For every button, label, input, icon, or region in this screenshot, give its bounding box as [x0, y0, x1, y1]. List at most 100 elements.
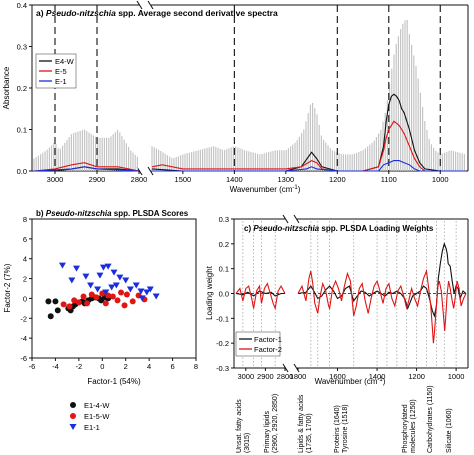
series-line-e-1: [33, 166, 140, 172]
x-tick-label: 2: [124, 362, 128, 371]
panel-a-series: [33, 93, 466, 172]
panel-a-y-ticks: 0.0 0.1 0.2 0.3 0.4: [17, 1, 32, 176]
axis-break-top: [136, 0, 154, 10]
point-e1-1: [110, 269, 118, 276]
x-tick-label: 2900: [257, 372, 274, 381]
y-tick-label: 4: [23, 255, 27, 264]
x-tick-label: 1000: [432, 175, 449, 184]
point-e1-5-w: [129, 298, 136, 305]
panel-a-x-label: Wavenumber (cm-1): [230, 185, 301, 194]
x-tick-label: 3000: [47, 175, 64, 184]
point-e1-1: [58, 262, 66, 269]
point-e1-4-w: [45, 298, 52, 305]
legend-label-factor-2: Factor-2: [254, 345, 282, 354]
x-tick-label: 2900: [89, 175, 106, 184]
band-label-silicate: Silicate (1060): [446, 408, 453, 453]
legend-label-e1-4-w: E1-4-W: [84, 401, 110, 410]
y-tick-label: -0.1: [216, 314, 229, 323]
panel-b-y-label: Factor-2 (7%): [3, 263, 12, 312]
y-tick-label: 0: [23, 294, 27, 303]
point-e1-4-w: [52, 298, 59, 305]
x-tick-label: 1500: [175, 175, 192, 184]
point-e1-1: [152, 293, 160, 300]
y-tick-label: 6: [23, 235, 27, 244]
point-e1-1: [122, 277, 130, 284]
point-e1-5-w: [75, 299, 82, 306]
y-tick-label: 0.0: [17, 167, 27, 176]
series-line-factor-1: [297, 242, 467, 318]
panel-a: 0.0 0.1 0.2 0.3 0.4 3000 2900 2800 1500 1400 1300…: [2, 0, 469, 194]
panel-a-title: a) Pseudo-nitzschia spp. Average second …: [36, 8, 278, 18]
y-tick-label: -0.2: [216, 339, 229, 348]
x-tick-label: -2: [76, 362, 83, 371]
point-e1-1: [143, 289, 151, 296]
panel-a-spectra-bars: [33, 20, 465, 171]
panel-b-points: [45, 262, 160, 320]
band-label-lipids-fatty-acids: Lipids & fatty acids (1735, 1700): [298, 393, 313, 453]
panel-c-y-label: Loading weight: [205, 265, 214, 320]
y-tick-label: -0.3: [216, 364, 229, 373]
panel-a-guide-lines: [54, 5, 441, 171]
point-e1-1: [94, 286, 102, 293]
x-tick-label: 1800: [290, 372, 307, 381]
series-line-e-1: [152, 160, 466, 172]
x-tick-label: 2800: [277, 372, 294, 381]
y-tick-label: 2: [23, 275, 27, 284]
series-line-e-5: [151, 120, 466, 172]
point-e1-5-w: [88, 291, 95, 298]
x-tick-label: 1300: [277, 175, 294, 184]
x-tick-label: 1400: [369, 372, 386, 381]
point-e1-1: [146, 286, 154, 293]
legend-label-e1-1: E1-1: [84, 423, 100, 432]
point-e1-1: [82, 273, 90, 280]
series-line-factor-1: [235, 290, 285, 297]
x-tick-label: 3000: [237, 372, 254, 381]
band-label-phosphorylated: Phosphorylated molecules (1250): [402, 399, 417, 453]
y-tick-label: 0.2: [17, 84, 27, 93]
point-e1-1: [116, 274, 124, 281]
y-tick-label: 8: [23, 215, 27, 224]
point-e1-5-w: [66, 303, 73, 310]
band-label-primary-lipids: Primary lipids (2960, 2920, 2850): [264, 394, 279, 453]
axis-break-c-top: [282, 214, 300, 224]
point-e1-4-w: [47, 313, 54, 320]
x-tick-label: -4: [52, 362, 59, 371]
panel-b-x-label: Factor-1 (54%): [87, 377, 141, 386]
y-tick-label: -2: [20, 314, 27, 323]
point-e1-1: [108, 284, 116, 291]
y-tick-label: 0.1: [17, 126, 27, 135]
y-tick-label: 0.2: [219, 240, 229, 249]
y-tick-label: -6: [20, 354, 27, 363]
legend-label-e-5: E-5: [55, 67, 67, 76]
point-e1-1: [138, 295, 146, 302]
legend-label-e1-5-w: E1-5-W: [84, 412, 110, 421]
x-tick-label: 6: [170, 362, 174, 371]
panel-a-legend: E4-W E-5 E-1: [35, 53, 77, 89]
panel-c-x-label: Wavenumber (cm-1): [315, 377, 386, 386]
x-tick-label: 1200: [408, 372, 425, 381]
point-e1-5-w: [118, 289, 125, 296]
series-line-e4-w: [151, 93, 466, 172]
series-line-factor-2: [235, 282, 286, 311]
band-annotations: Unsat. fatty acids (3015) Primary lipids…: [236, 385, 453, 453]
y-tick-label: 0.1: [219, 265, 229, 274]
point-e1-1: [99, 264, 107, 271]
point-e1-5-w: [71, 297, 78, 304]
band-label-unsat-fatty-acids: Unsat. fatty acids (3015): [236, 397, 251, 453]
point-e1-5-w: [102, 300, 109, 307]
panel-c: -0.3 -0.2 -0.1 0.0 0.1 0.2 0.3 3000 2900 2800180…: [205, 214, 469, 453]
point-e1-5-w: [114, 297, 121, 304]
point-e1-5-w: [109, 293, 116, 300]
legend-label-e-1: E-1: [55, 77, 67, 86]
legend-label-factor-1: Factor-1: [254, 335, 282, 344]
x-tick-label: 1100: [381, 175, 397, 184]
point-e1-1: [73, 265, 81, 272]
panel-c-legend: Factor-1 Factor-2: [235, 331, 282, 357]
point-e1-5-w: [121, 302, 128, 309]
series-line-e-5: [33, 162, 140, 172]
x-tick-label: 1400: [226, 175, 243, 184]
x-tick-label: 1200: [329, 175, 346, 184]
legend-label-e4-w: E4-W: [55, 57, 75, 66]
